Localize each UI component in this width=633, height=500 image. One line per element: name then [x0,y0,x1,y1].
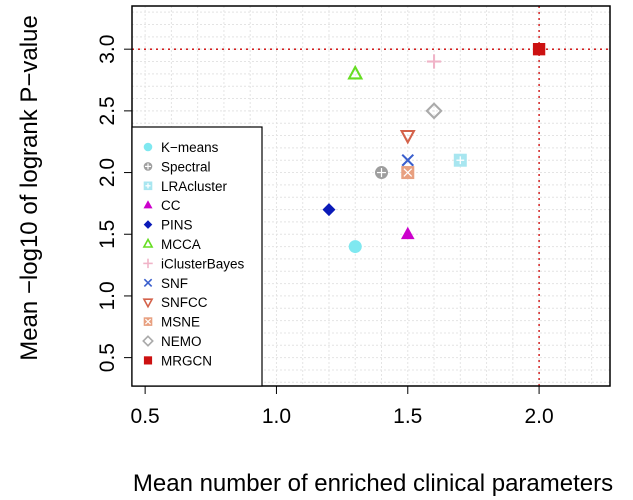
legend-marker-iclusterbayes [143,258,153,269]
y-tick-label: 0.5 [96,343,119,372]
y-tick-label: 2.0 [96,158,119,187]
point-mrgcn-shape [532,43,546,56]
legend-label-snfcc: SNFCC [161,295,208,310]
legend-label-mrgcn: MRGCN [161,353,212,368]
reference-lines [132,6,610,386]
x-axis-label: Mean number of enriched clinical paramet… [133,470,613,497]
y-tick-label: 1.0 [96,281,119,310]
legend-marker-cc-shape [143,200,153,209]
legend-marker-k-means [143,142,153,152]
legend-marker-snfcc [142,298,154,309]
y-tick-label: 1.5 [96,220,119,249]
point-spectral [375,166,389,180]
legend-marker-msne [143,317,153,326]
legend-marker-snfcc-shape [142,298,154,309]
legend-label-k-means: K−means [161,140,219,155]
point-k-means [348,240,362,254]
legend-marker-nemo [142,335,154,347]
point-nemo-shape [425,102,443,120]
legend-marker-snf-shape-b [143,278,153,288]
point-pins [322,203,336,217]
legend-marker-pins-shape [143,220,153,229]
legend-marker-snf [143,278,153,288]
legend-label-spectral: Spectral [161,159,211,174]
legend-marker-nemo-shape [142,335,154,347]
point-lracluster [453,153,467,167]
legend-label-mcca: MCCA [161,237,201,252]
point-mcca-shape [347,64,364,80]
x-tick-label: 2.0 [524,405,553,428]
y-axis: 0.5 1.0 1.5 2.0 2.5 3.0 [96,35,132,372]
legend-label-iclusterbayes: iClusterBayes [161,256,245,271]
x-axis: 0.5 1.0 1.5 2.0 [131,386,554,428]
legend-label-msne: MSNE [161,315,200,330]
legend-marker-pins [143,220,153,229]
y-tick-label: 2.5 [96,96,119,125]
point-snf [401,153,415,167]
legend-marker-spectral [143,162,153,171]
point-snfcc-shape [399,129,416,145]
legend-label-lracluster: LRAcluster [161,179,228,194]
point-mcca [347,64,364,80]
point-cc [400,226,415,240]
point-k-means-shape [348,240,362,254]
legend-marker-mrgcn [143,356,153,365]
legend-label-nemo: NEMO [161,334,202,349]
y-tick-label: 3.0 [96,35,119,64]
legend-marker-mcca [142,237,154,248]
legend-marker-mrgcn-shape [143,356,153,365]
legend-box [131,126,263,387]
legend-marker-mcca-shape [142,237,154,248]
point-mrgcn [532,43,546,56]
legend-marker-lracluster [143,181,153,191]
legend: K−means Spectral LRAcluster CC PINS MCCA iClus… [131,126,263,387]
point-snf-shape-b [401,153,415,167]
legend-label-cc: CC [161,198,181,213]
data-points [322,43,546,254]
point-msne-x-b [403,168,413,177]
x-tick-label: 1.5 [393,405,422,428]
legend-label-snf: SNF [161,276,188,291]
legend-marker-k-means-shape [143,142,153,152]
legend-marker-msne-x-b [144,318,152,325]
y-axis-label: Mean −log10 of logrank P−value [16,15,43,361]
legend-marker-cc [143,200,153,209]
point-nemo [425,102,443,120]
point-msne [401,166,415,180]
point-snfcc [399,129,416,145]
x-tick-label: 1.0 [262,405,291,428]
point-iclusterbayes [426,54,442,69]
legend-label-pins: PINS [161,218,193,233]
point-cc-shape [400,226,415,240]
x-tick-label: 0.5 [131,405,160,428]
point-pins-shape [322,203,336,217]
